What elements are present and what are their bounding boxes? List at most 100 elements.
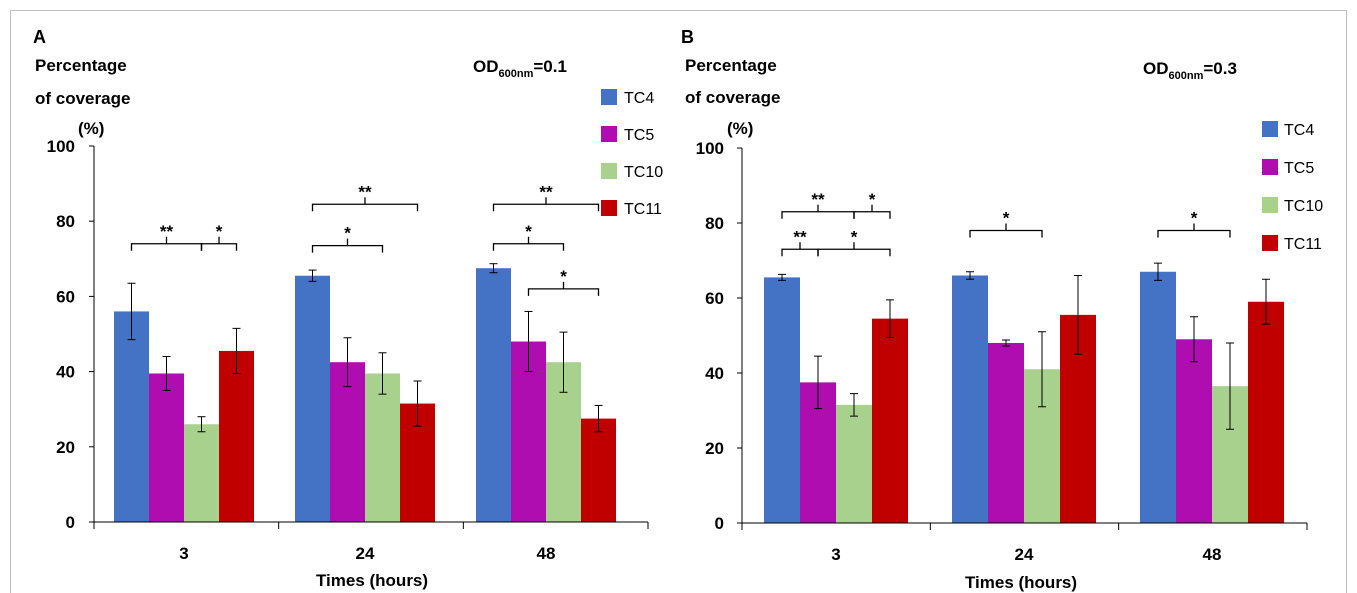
condition-suffix: =0.1 <box>533 57 567 76</box>
significance-bracket: * <box>817 227 891 257</box>
significance-label: * <box>344 224 351 243</box>
bar-tc4-24 <box>952 275 988 523</box>
condition-subscript: 600nm <box>499 68 534 80</box>
legend-swatch-tc4 <box>1262 121 1278 137</box>
x-tick-label: 24 <box>1015 545 1034 564</box>
condition-suffix: =0.3 <box>1203 59 1237 78</box>
significance-label: * <box>560 267 567 286</box>
bar-tc4-3 <box>114 311 149 522</box>
x-tick-label: 24 <box>356 544 375 563</box>
legend-swatch-tc5 <box>1262 159 1278 175</box>
bar-tc5-48 <box>1176 339 1212 523</box>
bar-tc5-24 <box>330 362 365 522</box>
condition-label: OD600nm=0.3 <box>1143 59 1237 82</box>
bracket-line <box>527 288 600 296</box>
significance-label: ** <box>358 182 372 201</box>
bar-tc11-48 <box>1248 301 1284 523</box>
significance-bracket: ** <box>492 182 600 212</box>
bar-tc4-48 <box>476 268 511 522</box>
significance-label: * <box>1191 209 1198 228</box>
bracket-line <box>853 211 891 219</box>
y-tick-label: 20 <box>705 439 724 458</box>
significance-bracket: ** <box>781 227 819 257</box>
condition-prefix: OD <box>473 57 499 76</box>
bar-tc5-24 <box>988 343 1024 523</box>
x-tick-label: 48 <box>537 544 556 563</box>
ylabel-line-2: of coverage <box>35 89 130 108</box>
legend-swatch-tc11 <box>1262 235 1278 251</box>
significance-bracket: ** <box>781 190 855 219</box>
bar-tc4-24 <box>295 275 330 522</box>
y-tick-label: 0 <box>66 513 75 532</box>
bracket-line <box>969 229 1043 238</box>
bracket-line <box>1157 229 1231 238</box>
significance-bracket: * <box>969 209 1043 238</box>
y-tick-label: 60 <box>705 289 724 308</box>
bracket-line <box>130 243 203 251</box>
legend-label-tc5: TC5 <box>624 127 654 144</box>
significance-label: * <box>1003 209 1010 228</box>
significance-bracket: * <box>200 222 238 251</box>
condition-subscript: 600nm <box>1169 70 1204 82</box>
significance-label: * <box>851 227 858 246</box>
legend-swatch-tc10 <box>601 163 617 179</box>
bracket-line <box>492 243 565 251</box>
significance-label: ** <box>793 227 807 246</box>
legend-label-tc10: TC10 <box>624 164 663 181</box>
condition-prefix: OD <box>1143 59 1169 78</box>
y-tick-label: 100 <box>696 139 724 158</box>
panel-a: A Percentage of coverage (%) OD600nm=0.1… <box>33 27 663 590</box>
significance-label: * <box>869 190 876 209</box>
legend-label-tc11: TC11 <box>624 201 662 218</box>
significance-bracket: * <box>1157 209 1231 238</box>
legend-swatch-tc11 <box>601 200 617 216</box>
bar-tc10-24 <box>365 373 400 522</box>
legend-label-tc11: TC11 <box>1284 236 1322 253</box>
legend-label-tc10: TC10 <box>1284 198 1323 215</box>
significance-label: ** <box>160 222 174 241</box>
legend-swatch-tc5 <box>601 126 617 142</box>
bar-tc4-3 <box>764 277 800 523</box>
y-tick-label: 40 <box>56 363 75 382</box>
panel-letter-b: B <box>681 27 694 47</box>
condition-label: OD600nm=0.1 <box>473 57 567 80</box>
legend-swatch-tc4 <box>601 89 617 105</box>
ylabel-line-2: of coverage <box>685 88 780 107</box>
panel-b: B Percentage of coverage (%) OD600nm=0.3… <box>681 27 1323 592</box>
bar-tc10-3 <box>836 404 872 523</box>
bar-tc5-3 <box>149 373 184 522</box>
x-axis-title: Times (hours) <box>965 573 1077 592</box>
y-tick-label: 60 <box>56 287 75 306</box>
significance-bracket: * <box>527 267 600 296</box>
ylabel-line-3: (%) <box>727 119 753 138</box>
y-tick-label: 40 <box>705 364 724 383</box>
significance-bracket: ** <box>130 222 203 251</box>
y-tick-label: 100 <box>47 137 75 156</box>
bar-tc10-3 <box>184 424 219 522</box>
bracket-line <box>781 211 855 219</box>
significance-label: ** <box>539 182 553 201</box>
y-tick-label: 0 <box>715 514 724 533</box>
bracket-line <box>311 203 419 212</box>
bracket-line <box>311 244 384 253</box>
legend-swatch-tc10 <box>1262 197 1278 213</box>
bracket-line <box>200 243 238 251</box>
y-tick-label: 80 <box>705 214 724 233</box>
legend-label-tc5: TC5 <box>1284 160 1314 177</box>
bracket-line <box>781 248 819 257</box>
y-tick-label: 80 <box>56 212 75 231</box>
significance-bracket: ** <box>311 182 419 212</box>
y-tick-label: 20 <box>56 438 75 457</box>
bar-tc4-48 <box>1140 271 1176 523</box>
legend-label-tc4: TC4 <box>1284 122 1314 139</box>
significance-label: ** <box>811 190 825 209</box>
panel-letter-a: A <box>33 27 46 47</box>
bracket-line <box>817 248 891 257</box>
ylabel-line-3: (%) <box>78 119 104 138</box>
bar-tc11-48 <box>581 418 616 522</box>
x-axis-title: Times (hours) <box>316 571 428 590</box>
ylabel-line-1: Percentage <box>35 56 127 75</box>
bar-tc11-3 <box>219 350 254 522</box>
